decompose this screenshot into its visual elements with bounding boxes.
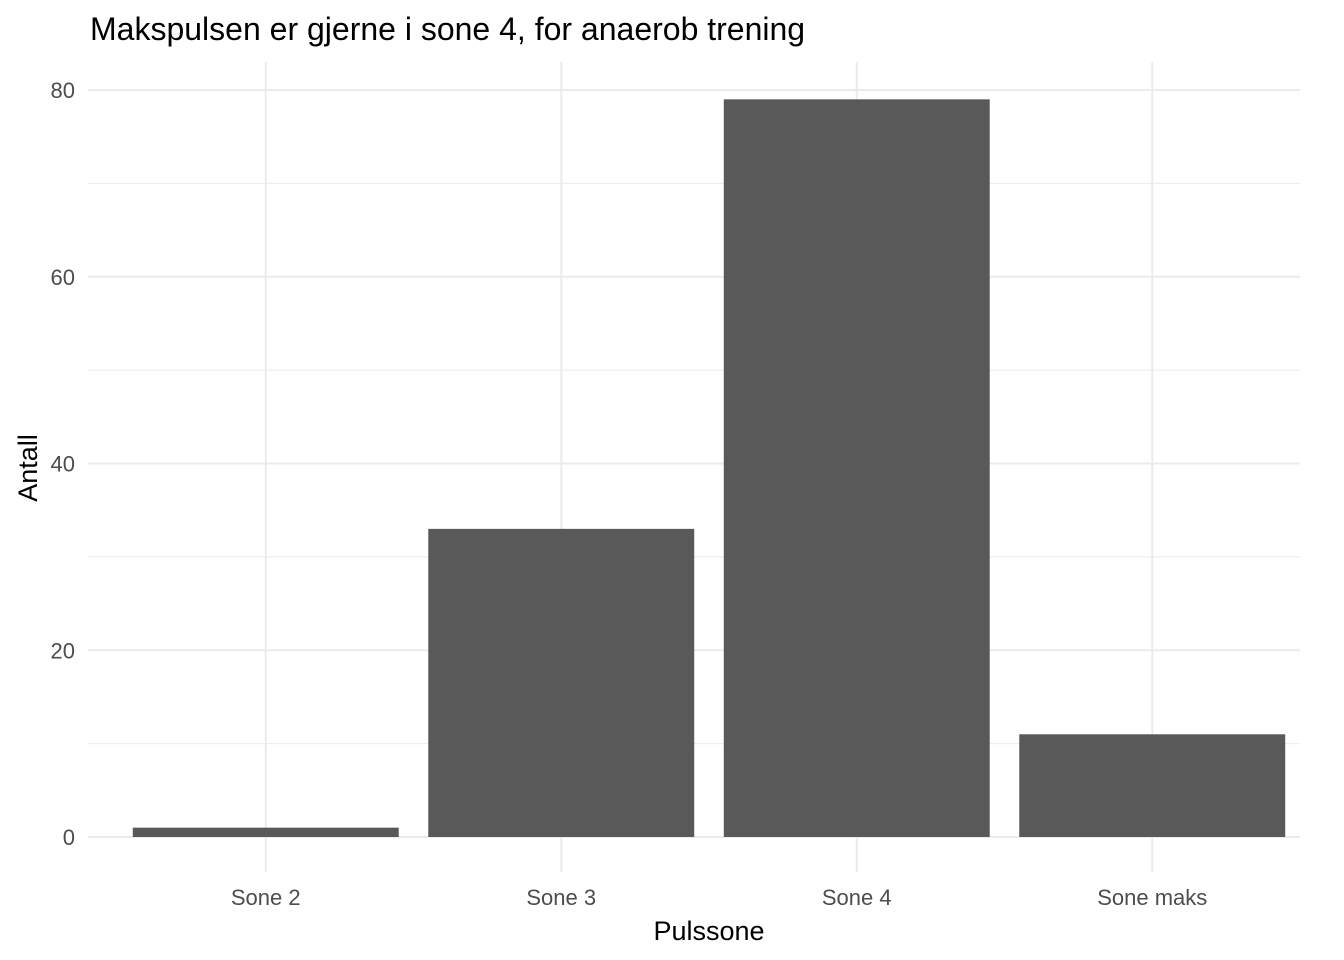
bar bbox=[428, 528, 695, 837]
y-tick-label: 20 bbox=[51, 638, 75, 663]
y-tick-labels: 0 20 40 60 80 bbox=[51, 78, 75, 850]
x-tick-labels: Sone 2 Sone 3 Sone 4 Sone maks bbox=[231, 885, 1207, 910]
bars bbox=[132, 99, 1286, 837]
y-tick-label: 60 bbox=[51, 265, 75, 290]
x-tick-label: Sone 4 bbox=[822, 885, 892, 910]
bar bbox=[132, 827, 399, 837]
bar bbox=[1019, 734, 1286, 837]
x-tick-label: Sone 3 bbox=[526, 885, 596, 910]
chart-title: Makspulsen er gjerne i sone 4, for anaer… bbox=[90, 11, 805, 47]
y-tick-label: 40 bbox=[51, 452, 75, 477]
y-axis-title: Antall bbox=[13, 434, 43, 502]
y-tick-label: 0 bbox=[63, 825, 75, 850]
x-axis-title: Pulssone bbox=[653, 916, 764, 946]
bar bbox=[723, 99, 990, 837]
y-tick-label: 80 bbox=[51, 78, 75, 103]
x-tick-label: Sone maks bbox=[1097, 885, 1207, 910]
x-tick-label: Sone 2 bbox=[231, 885, 301, 910]
